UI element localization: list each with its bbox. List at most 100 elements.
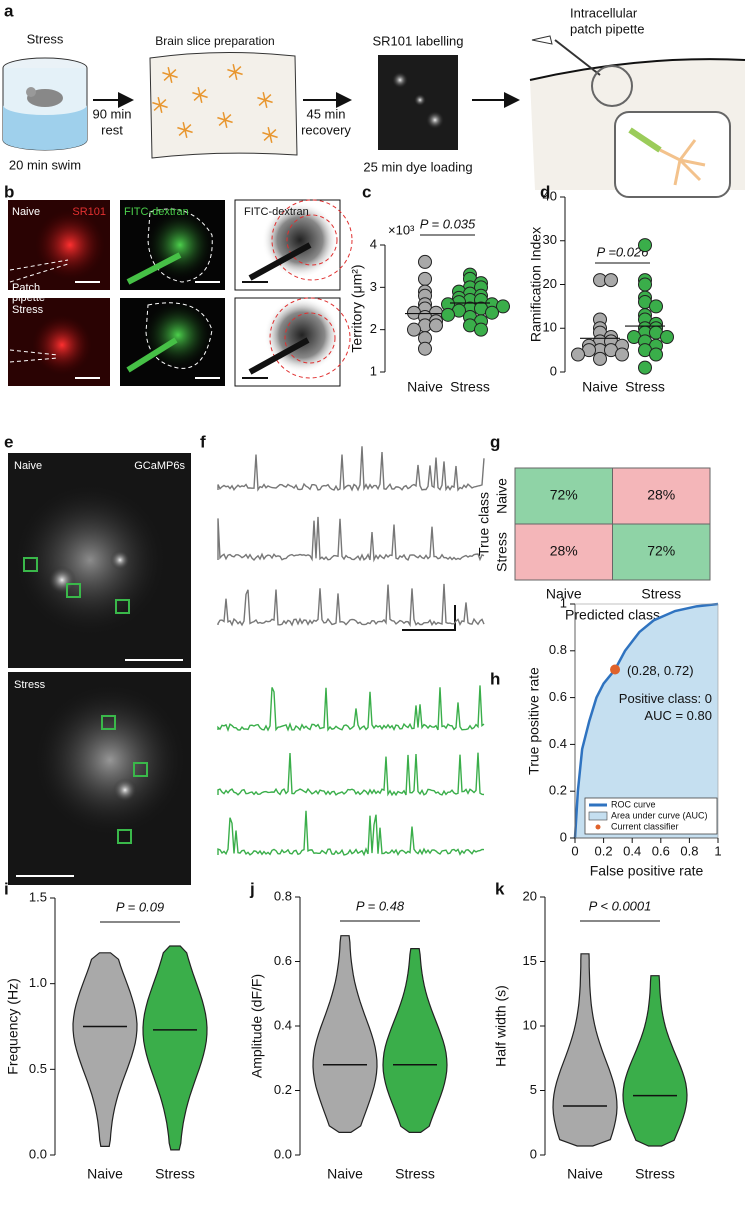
point xyxy=(418,341,432,356)
label: pipette xyxy=(12,292,45,304)
point xyxy=(604,273,618,288)
label: rest xyxy=(101,122,123,137)
traces xyxy=(217,446,485,857)
cell xyxy=(142,300,214,370)
plot-frame xyxy=(574,603,719,839)
pipette xyxy=(126,337,178,373)
x-tick-label: 0.2 xyxy=(595,843,613,858)
y-tick-label: 1.0 xyxy=(29,975,47,990)
y-tick-label: 0.4 xyxy=(274,1017,292,1032)
y-tick-label: 0 xyxy=(560,829,567,844)
cell xyxy=(113,778,137,802)
point xyxy=(429,318,443,333)
x-tick-label: 0.8 xyxy=(680,843,698,858)
point xyxy=(615,347,629,362)
column-label: Stress xyxy=(641,586,681,602)
astrocytes xyxy=(152,64,278,143)
y-tick-label: 1.5 xyxy=(29,889,47,904)
swarm xyxy=(72,952,138,1147)
cell xyxy=(514,467,613,525)
roi xyxy=(101,715,116,730)
x-tick-label: Naive xyxy=(87,1166,123,1182)
panel-label: f xyxy=(200,432,206,451)
astrocyte xyxy=(217,112,233,128)
cell-label: 28% xyxy=(550,543,578,559)
point xyxy=(638,360,652,375)
pipette xyxy=(531,35,553,45)
swarm xyxy=(622,975,688,1147)
trace xyxy=(217,446,485,492)
label: patch pipette xyxy=(570,21,644,36)
astrocyte xyxy=(262,127,278,143)
cell xyxy=(264,297,340,373)
y-tick-label: 0 xyxy=(550,363,557,378)
annotation: P < 0.0001 xyxy=(589,898,652,913)
label: SR101 labelling xyxy=(372,33,463,48)
x-axis-label: Predicted class xyxy=(565,607,660,623)
cell xyxy=(110,550,130,570)
mouse xyxy=(26,87,36,97)
panel-label: g xyxy=(490,432,500,451)
y-axis-label: Territory (μm²) xyxy=(349,264,365,352)
x-tick-label: Naive xyxy=(407,379,443,395)
x-tick-label: 0 xyxy=(571,843,578,858)
y-axis-label: Amplitude (dF/F) xyxy=(249,974,265,1078)
point xyxy=(638,277,652,292)
label: Naive xyxy=(14,460,42,472)
panel-label: i xyxy=(4,879,9,898)
y-tick-label: 0.2 xyxy=(274,1082,292,1097)
panel-label: j xyxy=(249,879,255,898)
x-tick-label: Naive xyxy=(567,1166,603,1182)
y-tick-label: 15 xyxy=(523,953,537,968)
pipette xyxy=(554,39,601,76)
y-tick-label: 0.2 xyxy=(549,783,567,798)
axis-multiplier: ×10³ xyxy=(388,222,415,237)
cell-label: 28% xyxy=(647,487,675,503)
trace xyxy=(217,810,485,857)
y-tick-label: 3 xyxy=(370,279,377,294)
point xyxy=(649,299,663,314)
pipette xyxy=(126,252,182,285)
roi xyxy=(115,599,130,614)
roi xyxy=(23,557,38,572)
y-axis-label: Ramification Index xyxy=(528,227,544,342)
label: SR101 xyxy=(72,206,106,218)
astrocyte xyxy=(257,92,273,108)
x-tick-label: 0.6 xyxy=(652,843,670,858)
point xyxy=(593,351,607,366)
panel-label: c xyxy=(362,182,371,201)
y-tick-label: 20 xyxy=(543,276,557,291)
y-tick-label: 0.4 xyxy=(549,736,567,751)
y-tick-label: 0.5 xyxy=(29,1061,47,1076)
legend-label: Area under curve (AUC) xyxy=(611,810,708,820)
astrocyte xyxy=(192,87,208,103)
point xyxy=(638,238,652,253)
zoom-box xyxy=(614,111,731,198)
y-axis-label: Half width (s) xyxy=(493,985,509,1067)
label: 45 min xyxy=(306,106,345,121)
label: GCaMP6s xyxy=(134,460,185,472)
y-tick-label: 10 xyxy=(543,320,557,335)
panel-label: h xyxy=(490,669,500,688)
cell-label: 72% xyxy=(550,487,578,503)
y-tick-label: 2 xyxy=(370,321,377,336)
y-tick-label: 0.0 xyxy=(29,1146,47,1161)
swarm xyxy=(552,953,618,1147)
cell xyxy=(35,210,105,280)
schematic: Stress 20 min swim 90 min rest Brain sli… xyxy=(2,5,746,198)
y-tick-label: 0.8 xyxy=(549,642,567,657)
cell xyxy=(612,523,711,581)
point xyxy=(496,299,510,314)
mouse xyxy=(27,89,63,107)
y-tick-label: 1 xyxy=(370,363,377,378)
roi xyxy=(66,583,81,598)
pipette-outline xyxy=(9,259,69,283)
cell xyxy=(612,467,711,525)
x-tick-label: Stress xyxy=(450,379,490,395)
label: Patch xyxy=(12,282,40,294)
y-tick-label: 0.0 xyxy=(274,1146,292,1161)
panel-label: b xyxy=(4,182,14,201)
label: 90 min xyxy=(92,106,131,121)
y-axis-label: Frequency (Hz) xyxy=(5,978,21,1074)
y-tick-label: 1 xyxy=(560,595,567,610)
